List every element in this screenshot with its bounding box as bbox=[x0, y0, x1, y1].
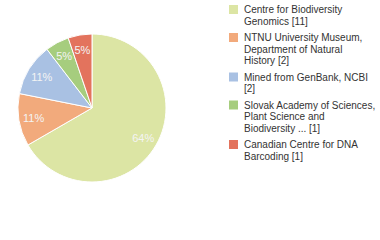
data-label: 5% bbox=[56, 50, 72, 62]
chart: 64% 11% 11% 5%5% Centre for BiodiversityGeno… bbox=[0, 0, 380, 240]
data-label: 11% bbox=[31, 71, 52, 83]
legend-swatch bbox=[229, 33, 238, 42]
legend-swatch bbox=[229, 140, 238, 149]
legend-swatch bbox=[229, 101, 238, 110]
legend-swatch bbox=[229, 73, 238, 82]
legend-swatch bbox=[229, 5, 238, 14]
data-label: 11% bbox=[23, 112, 44, 124]
data-labels: 64% 11% 11% 5%5% bbox=[23, 44, 154, 144]
legend: Centre for BiodiversityGenomics [11] NTNU… bbox=[229, 4, 375, 162]
legend-label: NTNU University Museum,Department of Nat… bbox=[244, 32, 362, 66]
pie-slice bbox=[68, 34, 92, 108]
pie bbox=[18, 34, 166, 182]
legend-label: Centre for BiodiversityGenomics [11] bbox=[244, 4, 342, 27]
data-label: 5% bbox=[74, 44, 90, 56]
data-label: 64% bbox=[132, 132, 154, 144]
legend-label: Mined from GenBank, NCBI[2] bbox=[244, 72, 368, 95]
legend-label: Canadian Centre for DNABarcoding [1] bbox=[244, 139, 358, 162]
legend-label: Slovak Academy of Sciences,Plant Science… bbox=[244, 100, 375, 134]
